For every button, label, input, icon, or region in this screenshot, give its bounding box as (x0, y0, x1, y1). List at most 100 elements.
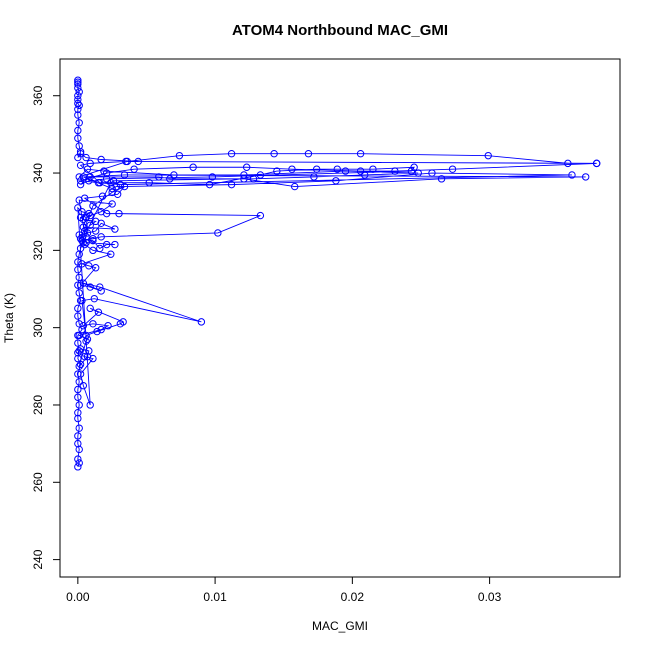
data-point (74, 204, 82, 212)
data-point (97, 325, 105, 334)
data-point (98, 192, 107, 200)
data-point (89, 236, 97, 245)
data-point (74, 439, 82, 448)
data-point (86, 401, 94, 409)
data-point (82, 238, 90, 247)
data-point (76, 370, 85, 378)
data-point (96, 244, 104, 253)
data-point (341, 167, 350, 175)
data-point (116, 180, 125, 189)
data-point (568, 171, 576, 179)
data-point (197, 318, 206, 326)
data-point (86, 221, 94, 229)
data-point (304, 150, 313, 158)
data-point (256, 211, 265, 220)
data-point (74, 463, 82, 471)
data-series (74, 76, 601, 471)
data-point (74, 99, 82, 108)
data-point (97, 155, 105, 164)
plot-frame (59, 58, 621, 578)
data-point (448, 165, 457, 173)
data-point (76, 180, 85, 189)
data-point (102, 240, 111, 249)
data-point (94, 308, 103, 316)
data-point (112, 182, 120, 191)
data-point (74, 354, 82, 363)
data-point (134, 157, 142, 166)
data-point (130, 165, 138, 173)
data-point (120, 171, 129, 179)
data-point (111, 225, 119, 233)
data-point (75, 142, 83, 150)
data-point (76, 345, 85, 353)
data-point (75, 273, 83, 282)
data-point (75, 378, 83, 386)
data-point (484, 151, 492, 160)
data-point (111, 240, 119, 249)
data-point (89, 320, 97, 328)
y-tick-label: 240 (31, 549, 45, 569)
data-point (592, 159, 601, 168)
y-tick-label: 300 (31, 317, 45, 337)
data-point (89, 235, 97, 243)
data-point (75, 173, 83, 181)
data-point (208, 173, 217, 181)
data-point (120, 182, 129, 191)
data-point (74, 414, 82, 423)
data-point (97, 287, 105, 295)
data-point (74, 312, 82, 320)
data-point (361, 171, 369, 179)
data-point (74, 126, 82, 135)
data-point (76, 244, 85, 253)
data-point (256, 171, 265, 179)
data-point (83, 165, 92, 173)
data-point (240, 171, 248, 179)
data-point (78, 260, 86, 268)
data-point (310, 173, 318, 181)
data-point (100, 167, 108, 175)
data-point (75, 459, 83, 467)
data-point (155, 173, 163, 181)
data-point (81, 352, 89, 361)
data-point (83, 352, 92, 361)
data-point (78, 236, 86, 245)
data-point (90, 294, 99, 303)
data-point (76, 235, 85, 243)
data-point (75, 231, 83, 239)
data-point (107, 250, 115, 258)
data-point (74, 105, 82, 113)
data-point (82, 213, 90, 222)
data-point (428, 169, 436, 177)
data-point (74, 370, 82, 378)
data-point (91, 264, 100, 272)
data-point (115, 209, 123, 218)
data-point (74, 385, 82, 394)
data-point (249, 175, 258, 183)
data-point (96, 179, 104, 187)
x-tick-label: 0.02 (341, 590, 365, 604)
data-point (312, 165, 321, 173)
y-axis: 240 260 280 300 320 340 360 (31, 85, 61, 570)
data-point (82, 153, 90, 162)
data-point (74, 153, 82, 162)
data-point (97, 233, 105, 241)
data-point (407, 167, 416, 175)
data-point (74, 304, 82, 313)
y-tick-label: 320 (31, 240, 45, 260)
data-point (166, 175, 174, 183)
data-point (75, 401, 83, 409)
data-point (270, 150, 278, 158)
data-point (242, 163, 251, 171)
data-point (74, 95, 82, 104)
data-point (356, 150, 365, 158)
data-point (113, 190, 122, 199)
data-point (75, 362, 83, 371)
data-point (356, 167, 365, 175)
data-point (102, 175, 111, 183)
chart-title: ATOM4 Northbound MAC_GMI (232, 22, 448, 39)
data-point (74, 111, 82, 119)
data-point (145, 179, 153, 187)
series-line (77, 80, 597, 467)
data-point (175, 151, 184, 160)
